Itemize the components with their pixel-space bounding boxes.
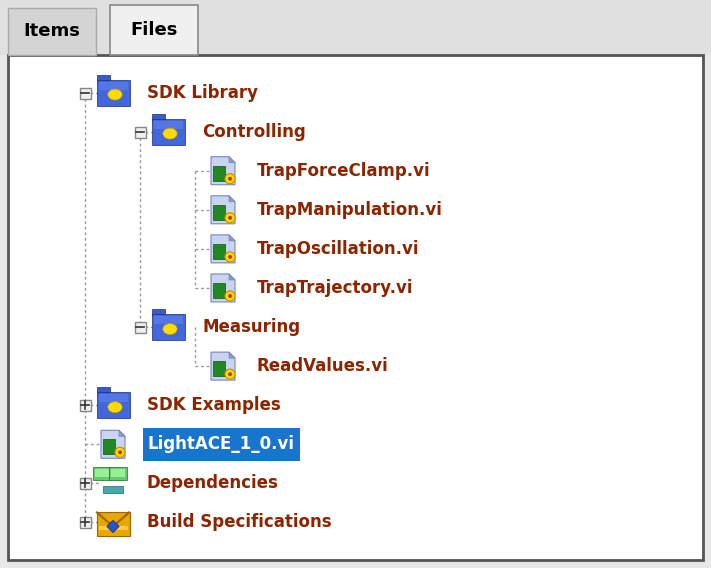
Ellipse shape [225, 252, 235, 262]
Ellipse shape [225, 369, 235, 379]
Bar [213, 361, 225, 376]
Polygon shape [101, 431, 125, 458]
Bar [213, 283, 225, 298]
Circle shape [228, 294, 232, 298]
Circle shape [228, 177, 232, 181]
Polygon shape [211, 235, 235, 263]
Bar [93, 467, 111, 481]
Bar [152, 314, 185, 340]
Text: SDK Library: SDK Library [147, 83, 258, 102]
Bar [213, 166, 225, 181]
Ellipse shape [108, 402, 122, 413]
Bar [97, 80, 130, 106]
Text: Dependencies: Dependencies [147, 474, 279, 492]
Polygon shape [211, 274, 235, 302]
Bar [135, 322, 146, 333]
Bar [80, 478, 91, 490]
Bar [154, 316, 183, 324]
Bar [109, 467, 127, 481]
Text: Items: Items [23, 23, 80, 40]
Bar [213, 244, 225, 259]
Circle shape [228, 216, 232, 220]
Polygon shape [229, 196, 235, 202]
Ellipse shape [163, 128, 177, 139]
Bar [99, 394, 128, 402]
Ellipse shape [115, 447, 125, 457]
Ellipse shape [225, 174, 235, 184]
Bar [152, 114, 165, 120]
Circle shape [228, 255, 232, 259]
Polygon shape [229, 235, 235, 241]
Bar [152, 309, 165, 316]
Bar [103, 439, 115, 454]
Bar [0, 0, 711, 55]
Bar [213, 205, 225, 220]
Bar [99, 527, 128, 531]
Bar [143, 428, 299, 461]
Bar [135, 127, 146, 137]
Text: SDK Examples: SDK Examples [147, 396, 281, 414]
Polygon shape [229, 274, 235, 280]
Polygon shape [211, 352, 235, 380]
Text: TrapTrajectory.vi: TrapTrajectory.vi [257, 279, 414, 297]
Text: TrapOscillation.vi: TrapOscillation.vi [257, 240, 419, 258]
Text: TrapManipulation.vi: TrapManipulation.vi [257, 201, 443, 219]
Bar [80, 400, 91, 411]
Ellipse shape [225, 291, 235, 301]
Circle shape [228, 372, 232, 376]
Text: Measuring: Measuring [202, 318, 300, 336]
Polygon shape [229, 352, 235, 358]
Text: ReadValues.vi: ReadValues.vi [257, 357, 389, 375]
Ellipse shape [108, 89, 122, 100]
Ellipse shape [225, 213, 235, 223]
Bar [103, 486, 123, 494]
Bar [95, 469, 109, 477]
Text: Files: Files [130, 21, 178, 39]
Text: Build Specifications: Build Specifications [147, 513, 331, 532]
Ellipse shape [163, 324, 177, 335]
Bar [8, 8, 96, 55]
Bar [97, 392, 130, 418]
Polygon shape [229, 157, 235, 162]
Bar [99, 82, 128, 90]
Bar [80, 517, 91, 528]
Polygon shape [119, 431, 125, 436]
Circle shape [118, 450, 122, 454]
Text: Controlling: Controlling [202, 123, 306, 141]
Bar [8, 55, 703, 560]
Bar [110, 5, 198, 55]
Bar [97, 74, 110, 82]
Bar [152, 119, 185, 145]
Bar [80, 87, 91, 98]
Bar [111, 469, 125, 477]
Polygon shape [211, 157, 235, 185]
Polygon shape [107, 520, 119, 533]
Polygon shape [211, 196, 235, 224]
Bar [154, 120, 183, 128]
Text: TrapForceClamp.vi: TrapForceClamp.vi [257, 162, 431, 179]
Text: LightACE_1_0.vi: LightACE_1_0.vi [148, 435, 295, 453]
Bar [97, 512, 130, 536]
Bar [97, 387, 110, 394]
